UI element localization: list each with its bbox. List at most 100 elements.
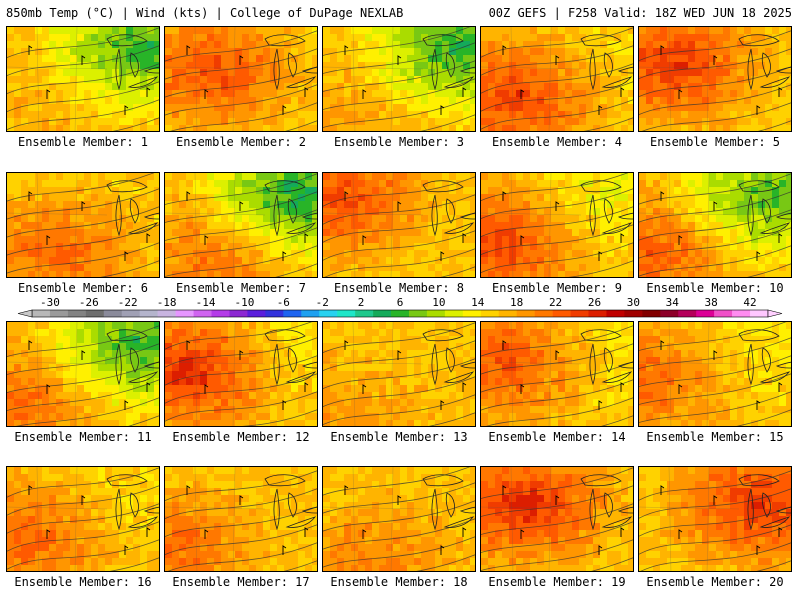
colorbar-tick-label: 30: [627, 296, 640, 309]
ensemble-map-9: [481, 173, 633, 277]
ensemble-map-19: [481, 467, 633, 571]
ensemble-panel-9: [480, 172, 634, 278]
ensemble-panel-1: [6, 26, 160, 132]
colorbar-swatch: [498, 310, 517, 317]
colorbar-swatch: [121, 310, 141, 317]
colorbar-swatch: [229, 310, 248, 317]
colorbar-tick-label: 18: [510, 296, 523, 309]
ensemble-label-15: Ensemble Member: 15: [646, 430, 784, 444]
colorbar-swatch: [193, 310, 212, 317]
ensemble-panel-14: [480, 321, 634, 427]
colorbar-swatch: [49, 310, 69, 317]
colorbar-tick-label: -2: [316, 296, 329, 309]
colorbar-swatch: [337, 310, 356, 317]
colorbar-swatch: [624, 310, 643, 317]
ensemble-label-3: Ensemble Member: 3: [333, 135, 465, 149]
colorbar-swatch: [355, 310, 374, 317]
colorbar-tick-label: 14: [471, 296, 485, 309]
colorbar-tick-label: -22: [118, 296, 138, 309]
colorbar-swatch: [67, 310, 87, 317]
colorbar-swatch: [139, 310, 158, 317]
colorbar-tick-label: 34: [666, 296, 680, 309]
ensemble-label-14: Ensemble Member: 14: [488, 430, 626, 444]
colorbar-swatch: [480, 310, 500, 317]
colorbar-swatch: [660, 310, 679, 317]
ensemble-label-9: Ensemble Member: 9: [491, 281, 623, 295]
ensemble-map-4: [481, 27, 633, 131]
ensemble-map-13: [323, 322, 475, 426]
ensemble-panel-4: [480, 26, 634, 132]
colorbar-tick-label: -6: [277, 296, 290, 309]
ensemble-map-10: [639, 173, 791, 277]
colorbar-tick-label: -10: [234, 296, 254, 309]
ensemble-map-14: [481, 322, 633, 426]
colorbar-swatch: [103, 310, 123, 317]
ensemble-map-2: [165, 27, 317, 131]
colorbar-swatch: [678, 310, 697, 317]
colorbar-tick-label: 22: [549, 296, 562, 309]
ensemble-label-5: Ensemble Member: 5: [649, 135, 781, 149]
ensemble-panel-6: [6, 172, 160, 278]
colorbar-swatch: [714, 310, 733, 317]
ensemble-map-7: [165, 173, 317, 277]
colorbar-swatch: [552, 310, 571, 317]
ensemble-panel-7: [164, 172, 318, 278]
ensemble-map-3: [323, 27, 475, 131]
colorbar-swatch: [516, 310, 535, 317]
colorbar-tick-label: 6: [397, 296, 404, 309]
colorbar-swatch: [696, 310, 715, 317]
colorbar-tick-label: 42: [743, 296, 756, 309]
ensemble-label-6: Ensemble Member: 6: [17, 281, 149, 295]
ensemble-panel-16: [6, 466, 160, 572]
ensemble-panel-17: [164, 466, 318, 572]
ensemble-map-17: [165, 467, 317, 571]
ensemble-map-8: [323, 173, 475, 277]
ensemble-panel-10: [638, 172, 792, 278]
colorbar-tick-label: -14: [196, 296, 216, 309]
colorbar-swatch: [373, 310, 392, 317]
ensemble-panel-18: [322, 466, 476, 572]
colorbar-tick-label: -18: [157, 296, 177, 309]
ensemble-label-19: Ensemble Member: 19: [488, 575, 626, 589]
colorbar-swatch: [588, 310, 607, 317]
colorbar-swatch: [265, 310, 284, 317]
ensemble-panel-13: [322, 321, 476, 427]
ensemble-map-5: [639, 27, 791, 131]
colorbar-swatch: [85, 310, 105, 317]
colorbar-swatch: [157, 310, 176, 317]
ensemble-panel-2: [164, 26, 318, 132]
colorbar-swatch: [750, 310, 769, 317]
temperature-colorbar: -30 -26 -22 -18 -14 -10 -6 -2 2 6 10 14 18 22 26 30 34 38…: [17, 296, 783, 318]
ensemble-map-16: [7, 467, 159, 571]
valid-time: 00Z GEFS | F258 Valid: 18Z WED JUN 18 20…: [488, 6, 792, 20]
ensemble-panel-3: [322, 26, 476, 132]
colorbar-swatch: [534, 310, 553, 317]
colorbar-swatch: [301, 310, 320, 317]
colorbar-swatch: [283, 310, 302, 317]
colorbar-swatch: [426, 310, 446, 317]
ensemble-map-12: [165, 322, 317, 426]
map-title: 850mb Temp (°C) | Wind (kts) | College o…: [6, 6, 404, 20]
ensemble-map-1: [7, 27, 159, 131]
colorbar-swatch: [391, 310, 410, 317]
ensemble-label-2: Ensemble Member: 2: [175, 135, 307, 149]
colorbar-swatch: [408, 310, 428, 317]
ensemble-panel-19: [480, 466, 634, 572]
colorbar-tick-label: 10: [432, 296, 445, 309]
ensemble-label-20: Ensemble Member: 20: [646, 575, 784, 589]
ensemble-panel-5: [638, 26, 792, 132]
ensemble-map-6: [7, 173, 159, 277]
ensemble-panel-20: [638, 466, 792, 572]
ensemble-label-12: Ensemble Member: 12: [172, 430, 310, 444]
ensemble-label-18: Ensemble Member: 18: [330, 575, 468, 589]
ensemble-map-20: [639, 467, 791, 571]
colorbar-swatch: [211, 310, 230, 317]
ensemble-panel-12: [164, 321, 318, 427]
ensemble-label-8: Ensemble Member: 8: [333, 281, 465, 295]
colorbar-tick-label: 38: [705, 296, 718, 309]
ensemble-label-13: Ensemble Member: 13: [330, 430, 468, 444]
colorbar-swatch: [642, 310, 661, 317]
colorbar-swatch: [175, 310, 194, 317]
ensemble-label-7: Ensemble Member: 7: [175, 281, 307, 295]
colorbar-swatch: [732, 310, 751, 317]
